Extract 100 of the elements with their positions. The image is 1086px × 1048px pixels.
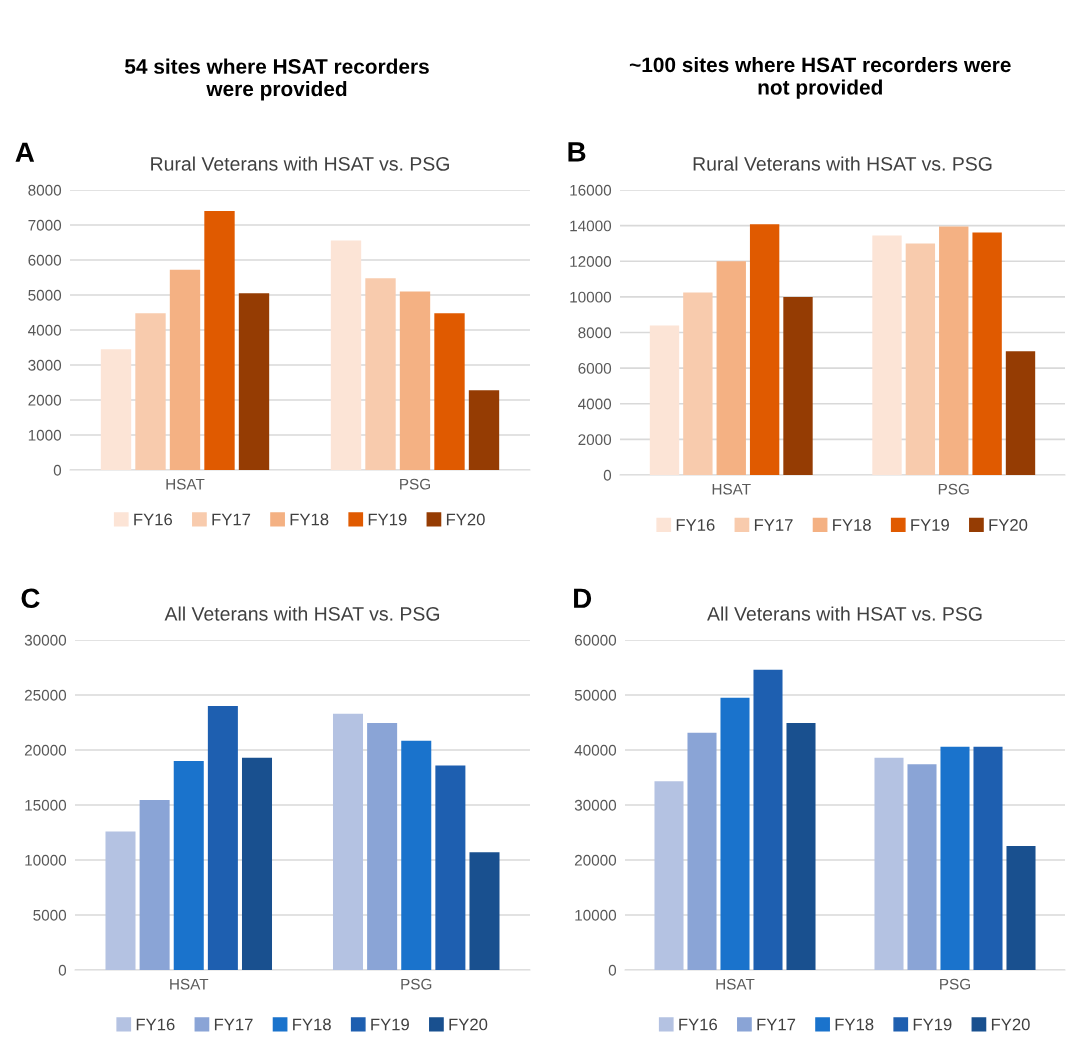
legend-label: FY20 bbox=[446, 513, 485, 526]
bar bbox=[468, 390, 500, 470]
y-tick-label: 60000 bbox=[574, 634, 617, 646]
y-tick-label: 40000 bbox=[574, 744, 617, 756]
bar bbox=[783, 296, 813, 475]
legend-label: FY19 bbox=[371, 1018, 409, 1031]
legend-label: FY18 bbox=[833, 519, 871, 531]
bar bbox=[939, 226, 969, 475]
bar bbox=[872, 235, 902, 475]
text: D bbox=[574, 588, 592, 608]
bar bbox=[649, 325, 680, 475]
bar bbox=[207, 706, 238, 970]
y-tick-label: 2000 bbox=[28, 394, 62, 406]
legend-label: FY16 bbox=[136, 1018, 175, 1031]
y-tick-label: 0 bbox=[58, 964, 67, 976]
text: C bbox=[21, 588, 40, 609]
bar bbox=[1006, 845, 1036, 970]
y-tick-label: 20000 bbox=[24, 744, 67, 756]
bar bbox=[330, 240, 362, 470]
bar bbox=[753, 669, 783, 970]
y-tick-label: 0 bbox=[603, 469, 612, 481]
legend-label: FY20 bbox=[989, 519, 1028, 531]
bar bbox=[905, 243, 936, 475]
bar bbox=[100, 349, 132, 470]
legend-label: FY18 bbox=[293, 1018, 331, 1031]
y-tick-label: 3000 bbox=[28, 359, 62, 371]
legend-label: FY18 bbox=[835, 1018, 874, 1031]
y-tick-label: 0 bbox=[53, 464, 62, 476]
y-tick-label: 5000 bbox=[28, 289, 62, 301]
bar bbox=[973, 746, 1003, 970]
bar bbox=[716, 261, 746, 475]
y-tick-label: 50000 bbox=[574, 689, 617, 701]
bar bbox=[241, 757, 273, 970]
y-tick-label: 12000 bbox=[570, 256, 612, 267]
x-tick-label: PSG bbox=[938, 483, 969, 495]
chart-title: All Veterans with HSAT vs. PSG bbox=[164, 606, 440, 621]
bar bbox=[940, 746, 970, 970]
y-tick-label: 15000 bbox=[25, 799, 67, 811]
bar bbox=[907, 764, 937, 970]
legend-label: FY19 bbox=[368, 513, 407, 526]
x-tick-label: PSG bbox=[940, 978, 970, 990]
y-tick-label: 8000 bbox=[28, 184, 62, 196]
bar bbox=[786, 723, 816, 970]
legend-label: FY18 bbox=[290, 513, 329, 526]
chart-title: Rural Veterans with HSAT vs. PSG bbox=[151, 156, 449, 171]
legend-label: FY20 bbox=[449, 1018, 488, 1031]
bar bbox=[1005, 351, 1036, 475]
text: A bbox=[15, 142, 35, 162]
y-tick-label: 6000 bbox=[578, 362, 612, 374]
bar bbox=[683, 292, 713, 475]
y-tick-label: 1000 bbox=[28, 429, 62, 441]
bar bbox=[135, 313, 166, 470]
x-tick-label: HSAT bbox=[166, 478, 205, 490]
bar bbox=[720, 697, 750, 970]
legend-label: FY16 bbox=[134, 513, 173, 526]
y-tick-label: 25000 bbox=[24, 689, 67, 701]
y-tick-label: 10000 bbox=[570, 291, 612, 303]
y-tick-label: 14000 bbox=[570, 220, 612, 232]
chart-subtitle: 54 sites where HSAT recorders were provided bbox=[124, 58, 429, 101]
chart-title: All Veterans with HSAT vs. PSG bbox=[707, 606, 982, 621]
bar bbox=[169, 269, 201, 470]
legend-label: FY19 bbox=[913, 1018, 952, 1031]
bar bbox=[435, 765, 466, 970]
chart-title: Rural Veterans with HSAT vs. PSG bbox=[693, 156, 992, 171]
legend-label: FY19 bbox=[911, 519, 949, 531]
legend-label: FY17 bbox=[214, 1018, 253, 1031]
y-tick-label: 4000 bbox=[578, 398, 612, 410]
bar bbox=[204, 211, 235, 470]
legend-label: FY17 bbox=[754, 519, 793, 531]
y-tick-label: 5000 bbox=[33, 909, 67, 921]
bar bbox=[173, 761, 204, 970]
legend-label: FY16 bbox=[679, 1018, 718, 1031]
y-tick-label: 4000 bbox=[28, 324, 62, 336]
legend-label: FY17 bbox=[212, 513, 251, 526]
bar bbox=[332, 713, 364, 970]
legend-label: FY16 bbox=[676, 519, 715, 531]
bar bbox=[399, 291, 431, 470]
y-tick-label: 8000 bbox=[578, 327, 612, 339]
y-tick-label: 20000 bbox=[574, 854, 617, 866]
bar bbox=[469, 852, 500, 970]
bar bbox=[401, 740, 432, 970]
y-tick-label: 16000 bbox=[570, 184, 612, 196]
x-tick-label: HSAT bbox=[170, 978, 209, 990]
bar bbox=[654, 781, 684, 970]
bar bbox=[105, 831, 136, 970]
bar bbox=[365, 278, 396, 470]
bar bbox=[972, 232, 1002, 475]
bar bbox=[874, 757, 904, 970]
y-tick-label: 7000 bbox=[28, 219, 62, 231]
x-tick-label: PSG bbox=[401, 978, 432, 990]
bar bbox=[238, 293, 270, 470]
bar bbox=[749, 224, 780, 475]
y-tick-label: 2000 bbox=[578, 434, 612, 446]
x-tick-label: HSAT bbox=[716, 978, 755, 990]
legend-label: FY20 bbox=[991, 1018, 1030, 1031]
bar bbox=[434, 313, 465, 470]
y-tick-label: 10000 bbox=[575, 909, 617, 921]
bar bbox=[687, 732, 717, 970]
y-tick-label: 10000 bbox=[25, 854, 67, 866]
y-tick-label: 30000 bbox=[24, 634, 67, 646]
